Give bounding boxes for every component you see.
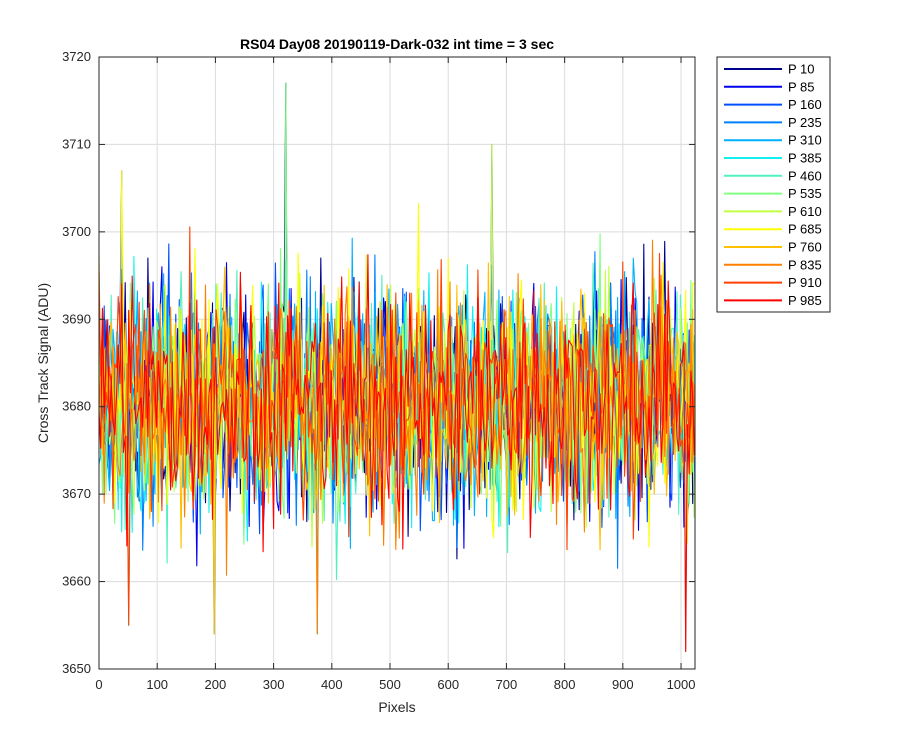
series-line [98,239,695,635]
x-tick-label: 800 [554,677,576,692]
y-tick-label: 3700 [62,224,91,239]
legend-label: P 685 [788,222,822,237]
y-tick-label: 3670 [62,486,91,501]
chart-title: RS04 Day08 20190119-Dark-032 int time = … [240,36,554,52]
legend-label: P 985 [788,293,822,308]
x-tick-label: 600 [437,677,459,692]
legend-label: P 760 [788,240,822,255]
y-tick-label: 3680 [62,399,91,414]
x-tick-label: 100 [146,677,168,692]
legend-label: P 160 [788,97,822,112]
x-tick-label: 900 [612,677,634,692]
legend-label: P 460 [788,168,822,183]
x-tick-label: 400 [321,677,343,692]
series-line [98,254,695,653]
series-group [98,82,695,653]
legend-box [716,56,831,313]
x-tick-label: 1000 [667,677,696,692]
legend-label: P 310 [788,133,822,148]
legend-label: P 385 [788,151,822,166]
plot-frame [98,56,696,670]
y-tick-label: 3650 [62,661,91,676]
legend-label: P 235 [788,115,822,130]
y-tick-label: 3660 [62,574,91,589]
legend: P 10 P 85 P 160 P 235 P 310 P 385 P 460 P 535 P … [716,56,831,313]
legend-label: P 535 [788,186,822,201]
legend-label: P 610 [788,204,822,219]
legend-label: P 835 [788,257,822,272]
legend-label: P 910 [788,275,822,290]
y-tick-label: 3720 [62,49,91,64]
x-tick-label: 500 [379,677,401,692]
y-tick-label: 3710 [62,136,91,151]
x-tick-label: 0 [95,677,102,692]
ticks: 0 100 200 300 400 500 600 700 800 900 1000 3650 3660… [62,49,695,692]
x-tick-label: 700 [496,677,518,692]
y-tick-label: 3690 [62,311,91,326]
legend-label: P 10 [788,62,815,77]
y-axis-title: Cross Track Signal (ADU) [35,283,51,443]
x-tick-label: 300 [263,677,285,692]
x-axis-title: Pixels [378,699,415,715]
x-tick-label: 200 [205,677,227,692]
legend-label: P 85 [788,79,815,94]
